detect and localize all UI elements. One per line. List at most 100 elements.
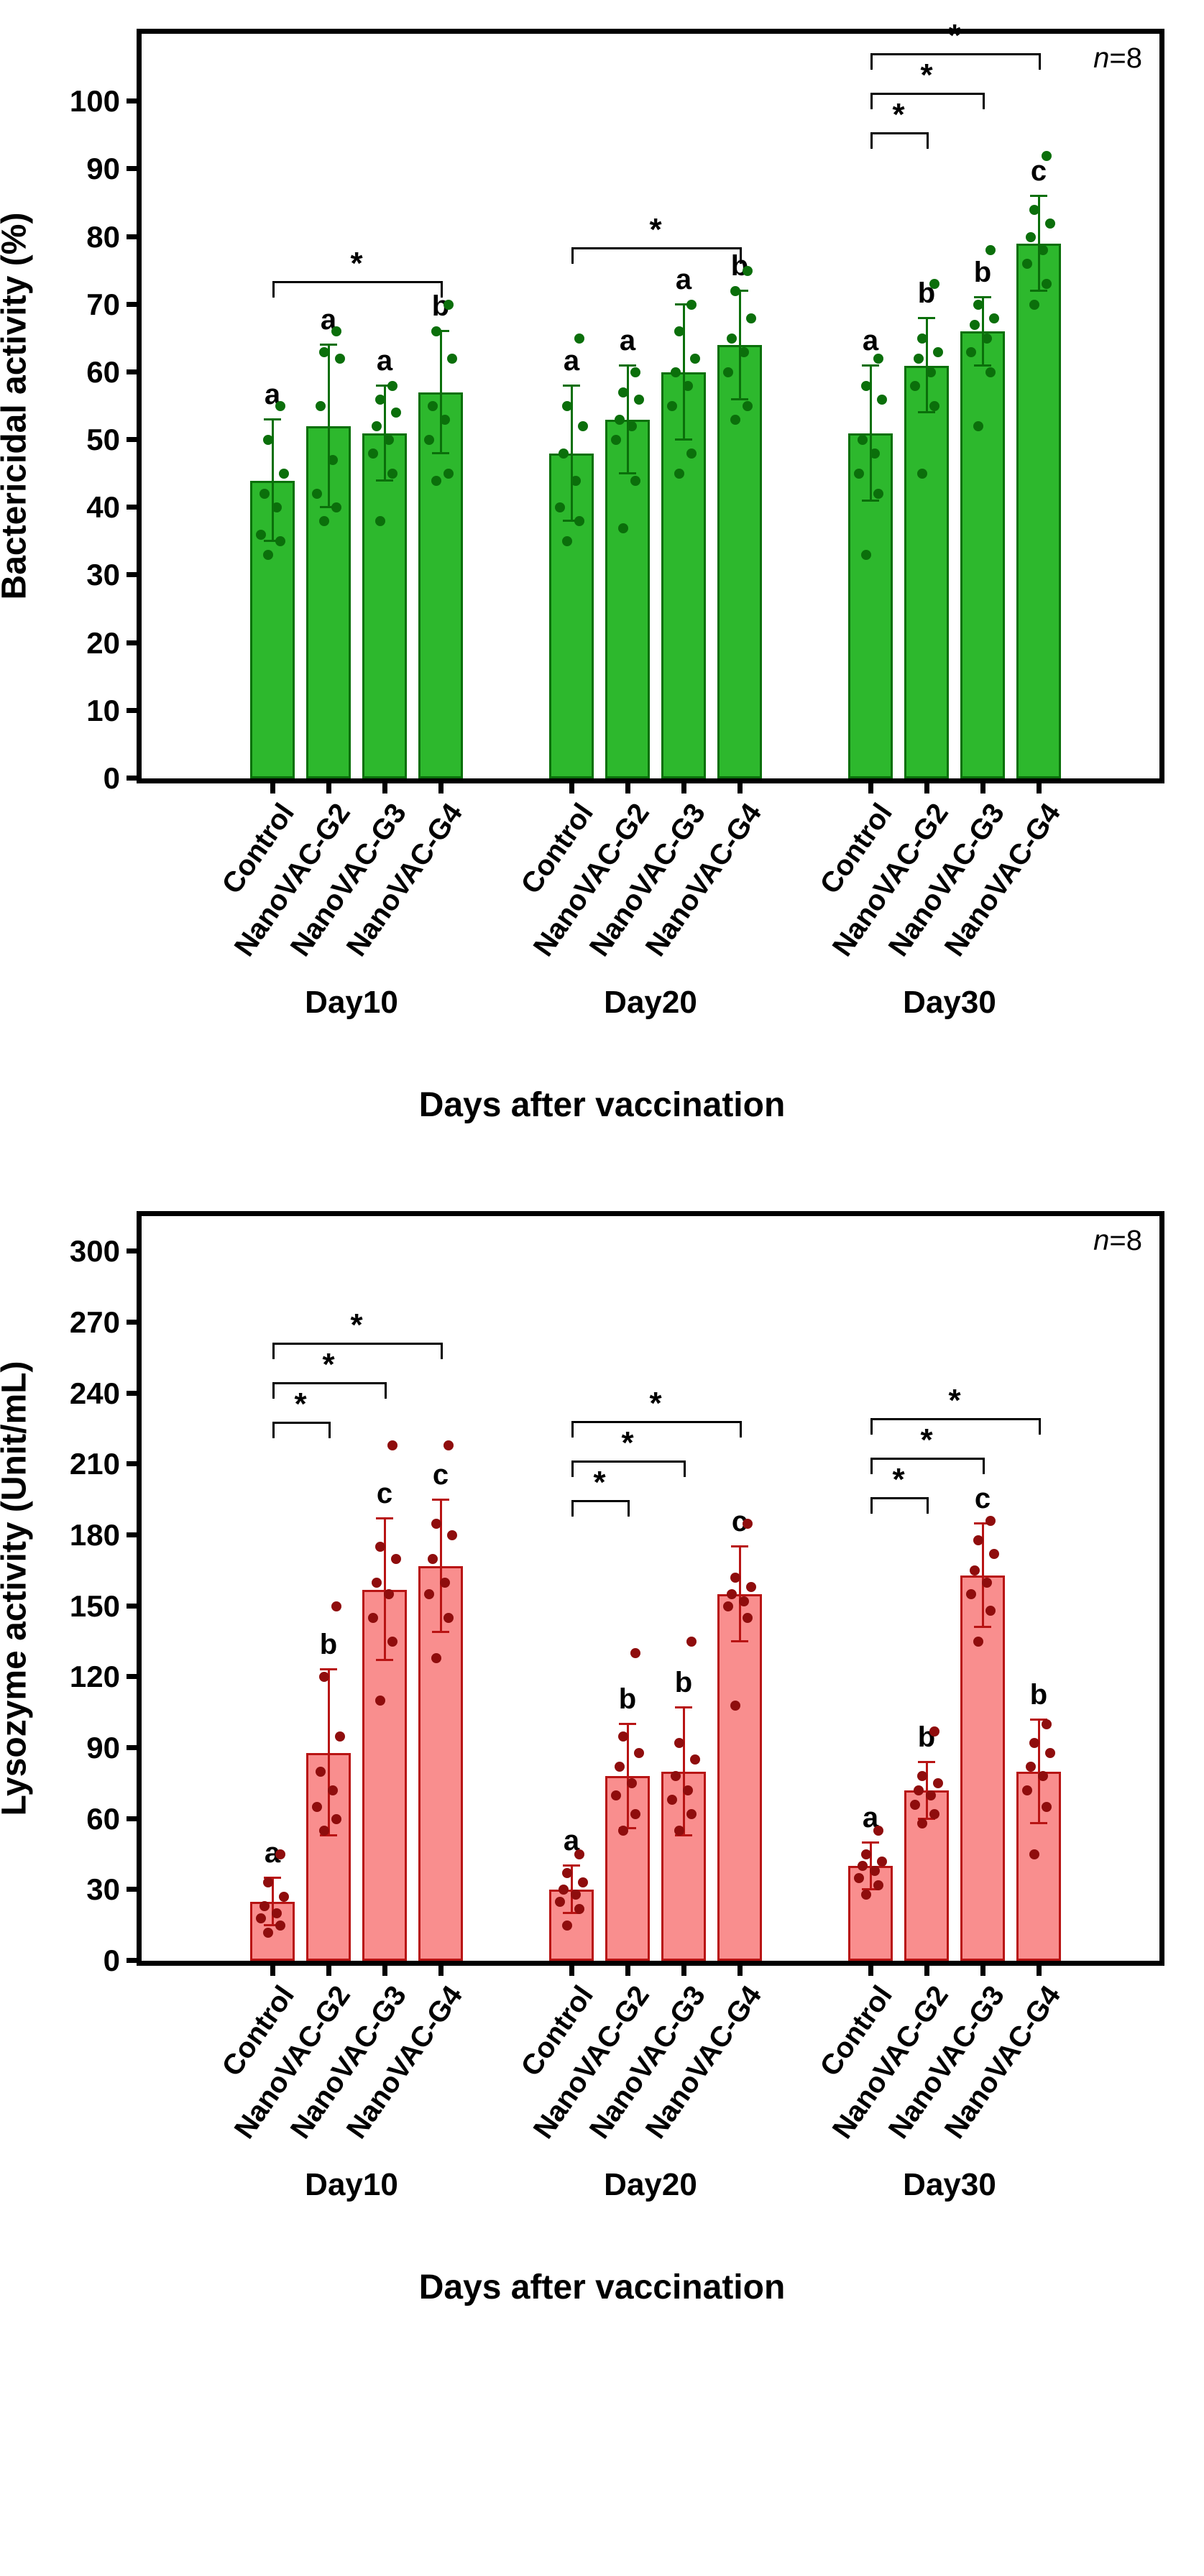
group-label: Day10 (305, 2167, 398, 2203)
sig-star: * (621, 1425, 633, 1461)
sig-tick (571, 1423, 574, 1438)
data-point (559, 1885, 569, 1895)
error-bar (683, 1708, 685, 1836)
sig-letter: a (564, 345, 579, 377)
data-point (372, 421, 382, 431)
data-point (574, 516, 584, 526)
data-point (279, 1892, 289, 1902)
data-point (444, 1440, 454, 1450)
data-point (555, 1897, 565, 1907)
data-point (630, 476, 640, 486)
data-point (319, 516, 329, 526)
data-point (674, 1738, 684, 1748)
category-labels: ControlNanoVAC-G2NanoVAC-G3NanoVAC-G4Day… (137, 1966, 1164, 2225)
y-axis-label: Bactericidal activity (%) (0, 213, 35, 600)
y-tick-label: 60 (48, 355, 120, 390)
sig-tick (870, 55, 873, 70)
data-point (917, 469, 927, 479)
data-point (387, 469, 397, 479)
bar (717, 1594, 762, 1961)
sig-star: * (948, 1383, 960, 1419)
sig-tick (385, 1384, 387, 1399)
y-tick (127, 98, 137, 104)
data-point (444, 469, 454, 479)
error-cap (974, 364, 991, 367)
data-point (611, 435, 621, 445)
data-point (727, 334, 737, 344)
data-point (686, 448, 697, 459)
bar (717, 345, 762, 778)
y-tick-label: 210 (48, 1447, 120, 1481)
y-tick (127, 166, 137, 171)
data-point (861, 381, 871, 391)
bar (904, 366, 949, 779)
error-cap (432, 452, 449, 454)
error-bar (440, 331, 442, 454)
data-point (578, 1877, 588, 1887)
data-point (1045, 218, 1055, 229)
data-point (723, 1601, 733, 1611)
y-tick (127, 1958, 137, 1963)
y-tick (127, 234, 137, 239)
plot-area: n=8***abcc***abbc***abcb0306090120150180… (137, 1211, 1164, 1966)
data-point (873, 489, 883, 499)
data-point (970, 1565, 980, 1576)
data-point (877, 395, 887, 405)
data-point (615, 1762, 625, 1772)
error-cap (376, 1517, 393, 1519)
data-point (559, 448, 569, 459)
data-point (375, 1542, 385, 1552)
data-point (690, 354, 700, 364)
data-point (973, 1535, 983, 1545)
plot-inner: ***abcc***abbc***abcb (142, 1216, 1159, 1961)
data-point (328, 455, 338, 465)
y-tick (127, 640, 137, 645)
data-point (854, 469, 864, 479)
data-point (1038, 1771, 1048, 1781)
y-tick (127, 1532, 137, 1537)
y-tick (127, 1391, 137, 1396)
error-cap (563, 1864, 580, 1867)
group-label: Day20 (604, 985, 697, 1021)
data-point (929, 1809, 939, 1819)
data-point (985, 1606, 996, 1616)
data-point (259, 489, 270, 499)
data-point (372, 1578, 382, 1588)
error-cap (619, 364, 636, 367)
data-point (1042, 1802, 1052, 1812)
data-point (686, 1637, 697, 1647)
data-point (263, 1928, 273, 1938)
error-cap (376, 479, 393, 482)
data-point (391, 1554, 401, 1564)
data-point (683, 1785, 693, 1795)
data-point (387, 1637, 397, 1647)
data-point (1029, 205, 1039, 215)
data-point (618, 523, 628, 533)
y-tick-label: 20 (48, 626, 120, 661)
data-point (985, 1516, 996, 1526)
error-cap (320, 1668, 337, 1670)
data-point (926, 1790, 936, 1800)
data-point (683, 381, 693, 391)
data-point (384, 1589, 394, 1599)
error-cap (862, 364, 879, 367)
y-tick-label: 0 (48, 1944, 120, 1978)
data-point (667, 1795, 677, 1805)
y-tick (127, 572, 137, 577)
sig-letter: b (974, 257, 991, 289)
data-point (387, 381, 397, 391)
data-point (743, 266, 753, 276)
data-point (431, 476, 441, 486)
sig-tick (927, 1499, 929, 1514)
y-tick-label: 10 (48, 694, 120, 728)
y-tick (127, 505, 137, 510)
y-tick-label: 30 (48, 558, 120, 592)
data-point (263, 435, 273, 445)
sig-letter: a (377, 345, 392, 377)
data-point (1026, 1762, 1036, 1772)
data-point (1042, 279, 1052, 289)
data-point (562, 1920, 572, 1931)
data-point (630, 1648, 640, 1658)
data-point (444, 1613, 454, 1623)
error-cap (918, 317, 935, 319)
